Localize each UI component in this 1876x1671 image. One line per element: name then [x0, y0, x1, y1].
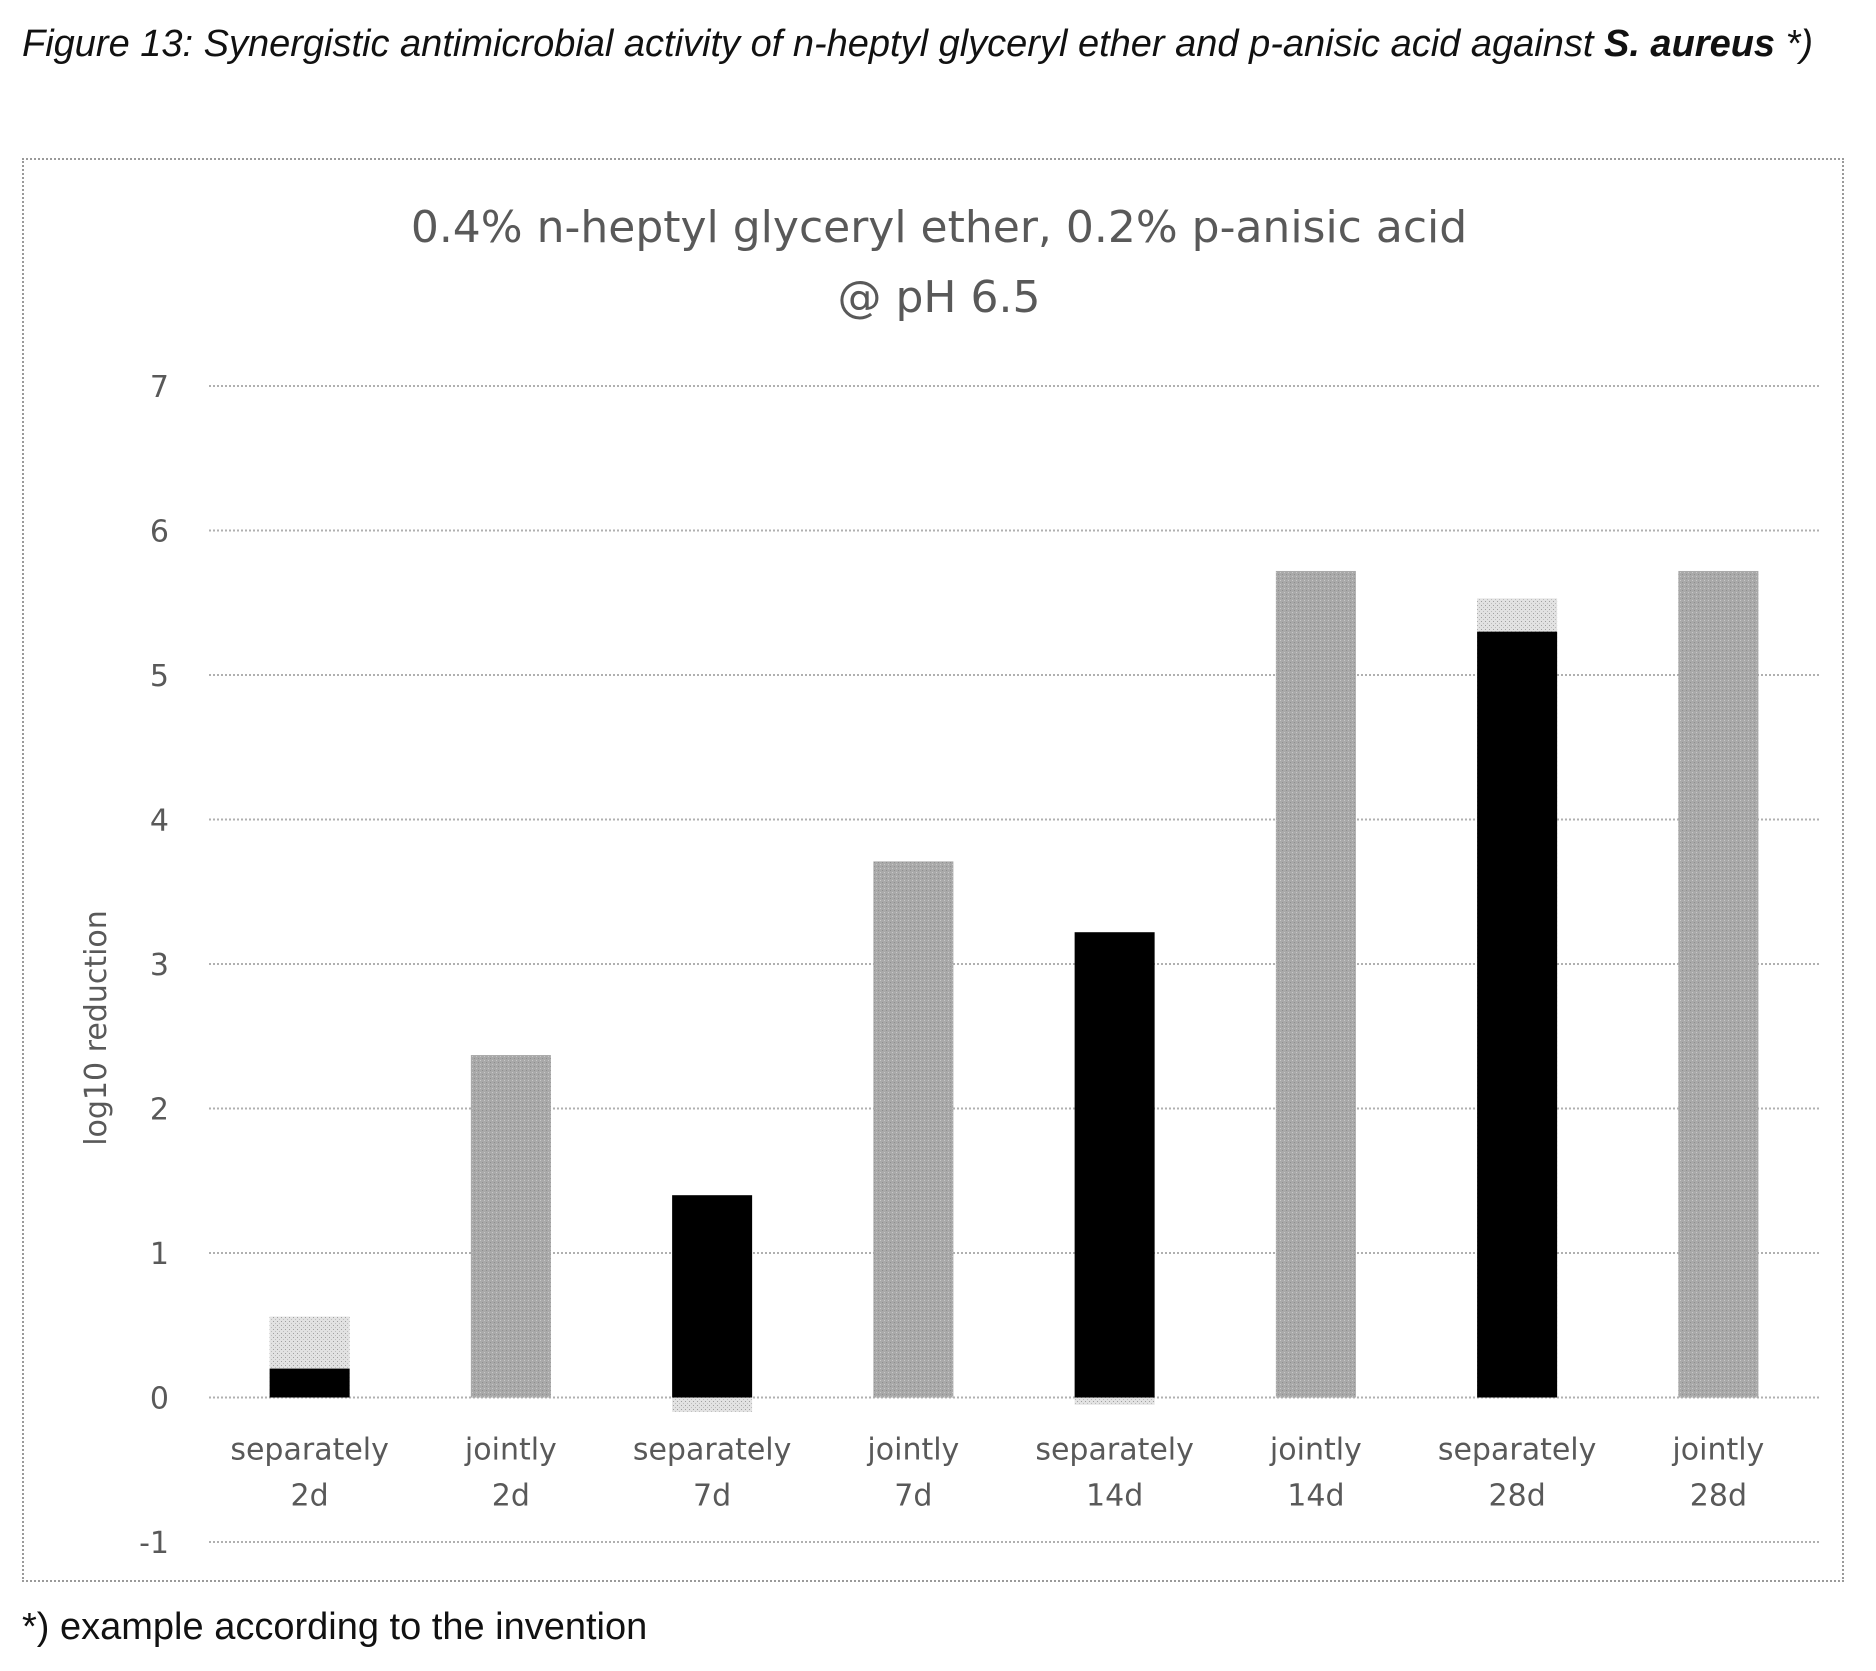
- x-category-label: 28d: [1690, 1479, 1747, 1514]
- bar-separately-28d: [1477, 631, 1558, 1398]
- x-category-label: 7d: [894, 1479, 932, 1514]
- bar-jointly-7d: [873, 861, 954, 1398]
- caption-prefix: Figure 13: Synergistic antimicrobial act…: [22, 23, 1604, 65]
- x-category-label: 14d: [1086, 1479, 1143, 1514]
- x-category-label: 7d: [693, 1479, 731, 1514]
- y-tick-label: 6: [150, 515, 169, 550]
- caption-organism: S. aureus: [1603, 23, 1776, 65]
- x-category-label: jointly: [1269, 1433, 1362, 1468]
- bar-expected-separately-7d: [672, 1397, 753, 1412]
- bar-chart: 0.4% n-heptyl glyceryl ether, 0.2% p-ani…: [79, 202, 1819, 1561]
- x-category-label: 2d: [291, 1479, 329, 1514]
- y-tick-label: -1: [139, 1526, 169, 1561]
- x-category-label: separately: [230, 1433, 389, 1468]
- x-category-label: 28d: [1489, 1479, 1546, 1514]
- figure-caption: Figure 13: Synergistic antimicrobial act…: [22, 8, 1852, 80]
- bar-expected-separately-14d: [1074, 1397, 1155, 1405]
- y-tick-label: 5: [150, 659, 169, 694]
- bar-jointly-28d: [1678, 570, 1759, 1398]
- footnote: *) example according to the invention: [22, 1606, 648, 1648]
- x-category-label: jointly: [464, 1433, 557, 1468]
- x-category-label: 14d: [1287, 1479, 1344, 1514]
- y-axis-title: log10 reduction: [79, 910, 114, 1146]
- bar-separately-7d: [672, 1195, 753, 1398]
- x-category-label: separately: [633, 1433, 792, 1468]
- y-tick-label: 0: [150, 1382, 169, 1417]
- y-tick-label: 1: [150, 1237, 169, 1272]
- x-category-label: separately: [1035, 1433, 1194, 1468]
- y-tick-label: 4: [150, 804, 169, 839]
- y-tick-label: 3: [150, 948, 169, 983]
- bar-separately-2d: [269, 1368, 350, 1398]
- bar-jointly-2d: [470, 1055, 551, 1398]
- x-category-label: jointly: [866, 1433, 959, 1468]
- bar-jointly-14d: [1275, 570, 1356, 1398]
- chart-title-line-2: @ pH 6.5: [838, 272, 1041, 323]
- x-category-label: 2d: [492, 1479, 530, 1514]
- x-category-label: jointly: [1671, 1433, 1764, 1468]
- chart-title-line-1: 0.4% n-heptyl glyceryl ether, 0.2% p-ani…: [411, 202, 1467, 253]
- chart-frame: 0.4% n-heptyl glyceryl ether, 0.2% p-ani…: [22, 158, 1844, 1582]
- x-category-label: separately: [1438, 1433, 1597, 1468]
- caption-suffix: *): [1775, 23, 1814, 65]
- y-tick-label: 2: [150, 1093, 169, 1128]
- bar-separately-14d: [1074, 932, 1155, 1398]
- y-tick-label: 7: [150, 370, 169, 405]
